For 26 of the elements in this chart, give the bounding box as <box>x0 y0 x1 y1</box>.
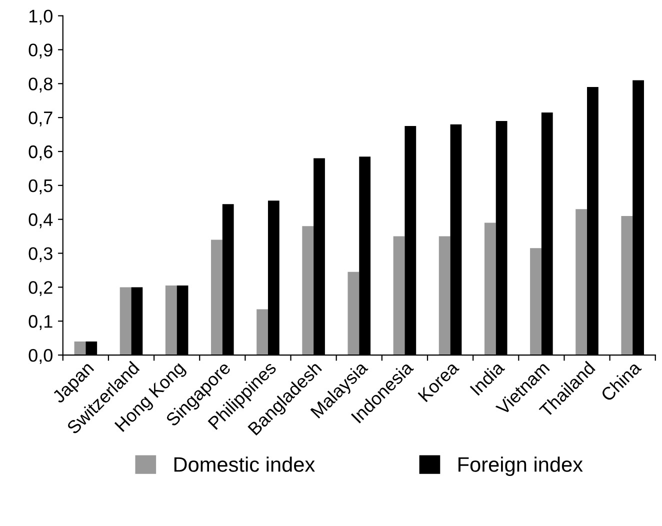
legend-label: Foreign index <box>458 456 583 476</box>
bar <box>211 240 222 356</box>
bar <box>621 216 633 356</box>
y-tick-label: 0,4 <box>28 213 53 228</box>
bar <box>120 287 132 356</box>
y-tick-label: 1,0 <box>29 10 52 25</box>
y-tick-label: 0,9 <box>28 44 52 59</box>
bar <box>530 248 542 356</box>
bar <box>348 272 360 356</box>
bar <box>438 236 450 356</box>
y-tick-label: 0,0 <box>28 348 52 364</box>
y-tick-label: 0,1 <box>28 315 52 330</box>
y-tick-label: 0,8 <box>28 78 52 92</box>
bar <box>484 222 496 356</box>
bar <box>302 226 314 356</box>
y-tick-label: 0,7 <box>28 111 52 126</box>
y-tick-label: 0,6 <box>28 145 52 160</box>
y-tick-label: 0,3 <box>28 247 52 262</box>
bar <box>393 236 405 356</box>
bar <box>74 341 86 356</box>
y-tick-label: 0,5 <box>28 179 52 194</box>
bar <box>576 209 588 356</box>
y-tick-label: 0,2 <box>28 281 52 296</box>
bar <box>256 309 268 356</box>
bar <box>165 286 177 356</box>
legend-label: Domestic index <box>174 456 315 472</box>
